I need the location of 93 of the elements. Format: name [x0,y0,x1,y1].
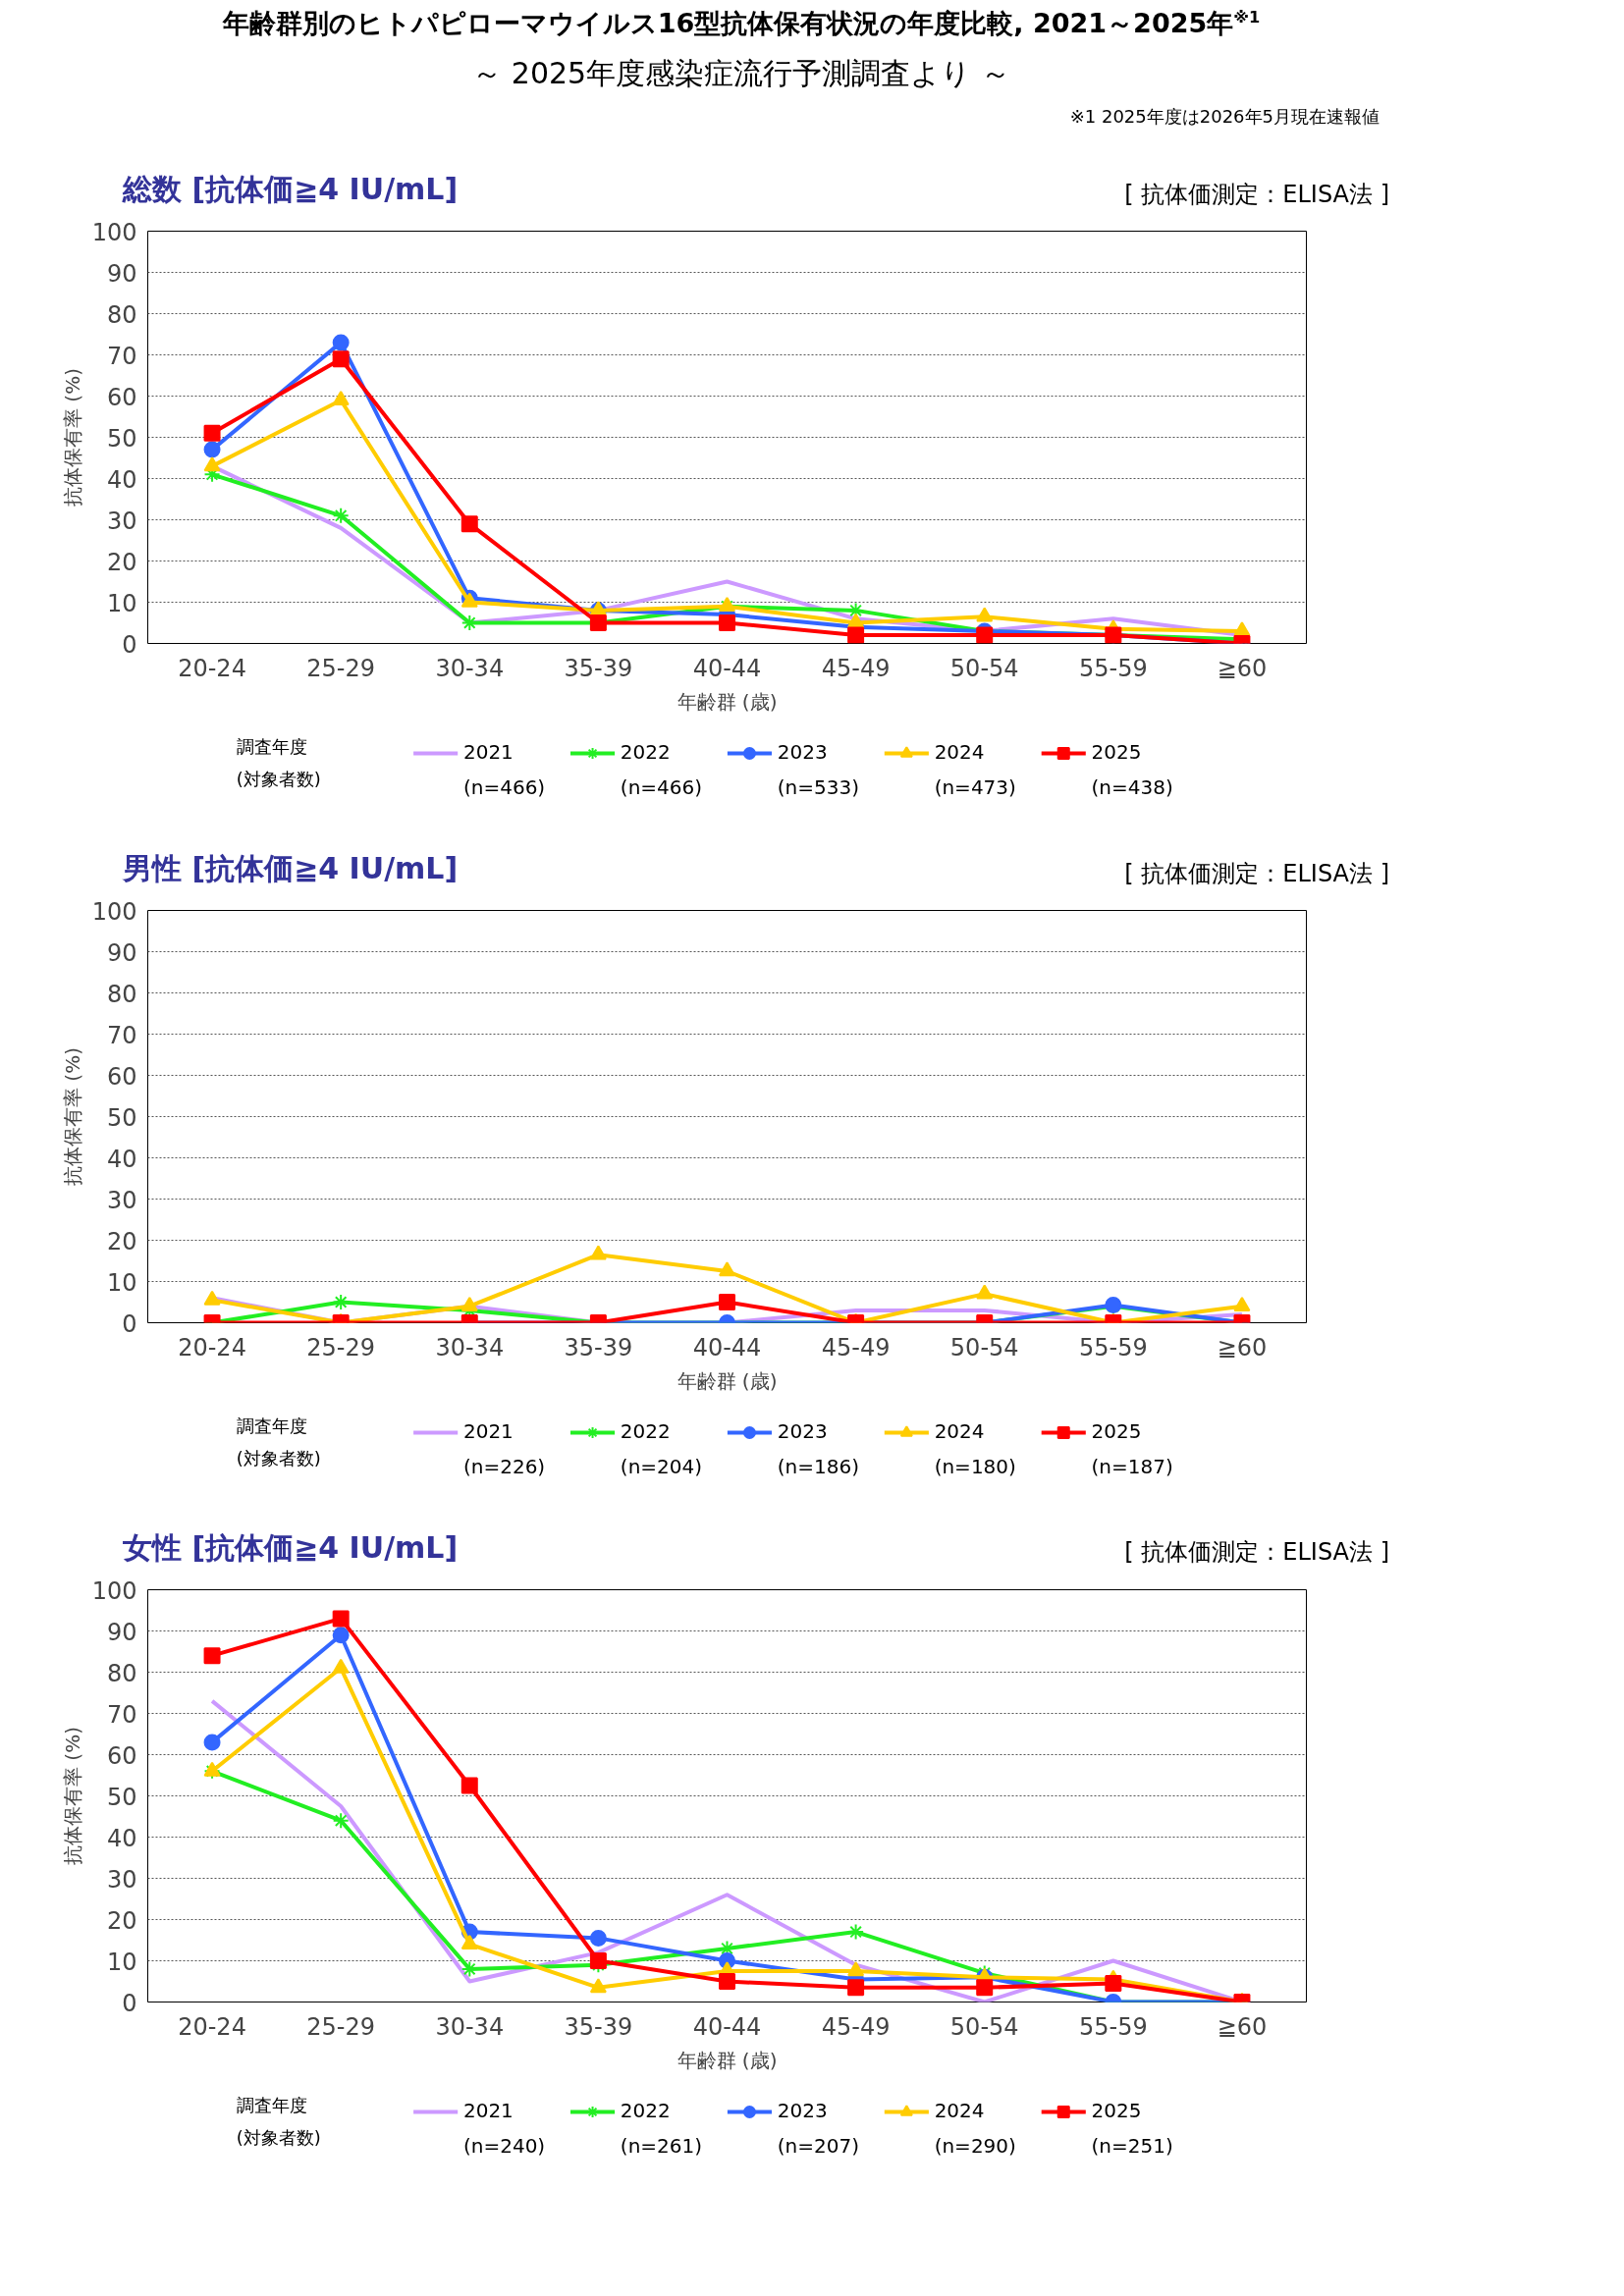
legend-label: 2024 (n=290) [934,2098,1016,2158]
legend-label: 2023 (n=186) [777,1418,859,1478]
y-tick-label: 90 [106,938,137,967]
x-tick-label: 40-44 [692,2012,762,2041]
y-tick-label: 20 [106,548,137,576]
y-tick-label: 10 [106,1948,137,1976]
x-tick-label: 30-34 [435,1333,505,1362]
legend-label: 2022 (n=261) [620,2098,703,2158]
x-tick-label: ≧60 [1217,1333,1268,1362]
y-tick-label: 0 [122,630,137,659]
x-tick-label: 25-29 [306,2012,376,2041]
y-tick-label: 70 [106,1700,137,1729]
x-tick-label: 55-59 [1078,2012,1148,2041]
x-tick-label: 30-34 [435,654,505,682]
legend-label: 2022 (n=466) [620,739,703,799]
x-tick-label: 40-44 [692,654,762,682]
y-tick-label: 60 [106,383,137,411]
y-tick-label: 0 [122,1309,137,1338]
y-tick-label: 90 [106,259,137,288]
text: ～ 2025年度感染症流行予測調査より ～ [472,54,1010,92]
text: ※1 2025年度は2026年5月現在速報値 [1069,105,1380,130]
legend-label: 2024 (n=180) [934,1418,1016,1478]
legend-label: 2022 (n=204) [620,1418,703,1478]
legend-label: 2023 (n=207) [777,2098,859,2158]
y-tick-label: 100 [91,218,137,246]
y-tick-label: 30 [106,507,137,535]
y-tick-label: 30 [106,1865,137,1894]
x-tick-label: 55-59 [1078,654,1148,682]
y-tick-label: 40 [106,1145,137,1173]
y-tick-label: 50 [106,1783,137,1811]
x-tick-label: 20-24 [178,2012,246,2041]
text: [ 抗体価測定：ELISA法 ] [1124,858,1389,889]
x-tick-label: 25-29 [306,1333,376,1362]
y-tick-label: 10 [106,1268,137,1297]
y-tick-label: 100 [91,897,137,926]
y-tick-label: 20 [106,1906,137,1935]
x-axis-title: 年齢群 (歳) [677,2048,778,2072]
legend-label: 2021 (n=240) [462,2098,546,2158]
y-tick-label: 70 [106,1021,137,1049]
y-tick-label: 90 [106,1618,137,1646]
legend-title: 調査年度 (対象者数) [236,1415,321,1468]
legend-label: 2021 (n=226) [462,1418,546,1478]
y-tick-label: 10 [106,589,137,617]
y-tick-label: 40 [106,465,137,494]
text: [ 抗体価測定：ELISA法 ] [1124,179,1389,210]
x-tick-label: 40-44 [692,1333,762,1362]
legend-label: 2025 (n=187) [1091,1418,1173,1478]
x-tick-label: 35-39 [564,2012,633,2041]
text: [ 抗体価測定：ELISA法 ] [1124,1537,1389,1569]
x-axis-title: 年齢群 (歳) [677,1368,778,1393]
y-tick-label: 80 [106,980,137,1008]
x-tick-label: ≧60 [1217,2012,1268,2041]
y-tick-label: 80 [106,300,137,329]
legend-label: 2021 (n=466) [462,739,546,799]
x-tick-label: 45-49 [821,2012,891,2041]
x-tick-label: 50-54 [949,654,1019,682]
legend-label: 2025 (n=438) [1091,739,1173,799]
x-tick-label: 35-39 [564,654,633,682]
y-tick-label: 80 [106,1659,137,1687]
chart-title: 女性 [抗体価≧4 IU/mL] [123,1528,459,1567]
chart-title: 男性 [抗体価≧4 IU/mL] [123,849,459,887]
y-tick-label: 100 [91,1576,137,1605]
y-axis-title: 抗体保有率 (%) [60,367,84,507]
y-axis-title: 抗体保有率 (%) [60,1726,84,1865]
y-tick-label: 50 [106,1103,137,1132]
y-tick-label: 40 [106,1824,137,1852]
legend-label: 2025 (n=251) [1091,2098,1173,2158]
legend-title: 調査年度 (対象者数) [236,2094,321,2148]
x-axis-title: 年齢群 (歳) [677,689,778,714]
y-tick-label: 60 [106,1062,137,1091]
y-tick-label: 60 [106,1741,137,1770]
legend-label: 2024 (n=473) [934,739,1016,799]
x-tick-label: 30-34 [435,2012,505,2041]
x-tick-label: 45-49 [821,1333,891,1362]
x-tick-label: 25-29 [306,654,376,682]
chart-title: 総数 [抗体価≧4 IU/mL] [123,171,459,209]
text: 年齢群別のヒトパピローマウイルス16型抗体保有状況の年度比較, 2021～2025年$^{※1}$ [222,7,1261,40]
x-tick-label: 35-39 [564,1333,633,1362]
x-tick-label: ≧60 [1217,654,1268,682]
y-tick-label: 50 [106,424,137,453]
y-tick-label: 30 [106,1186,137,1214]
y-tick-label: 70 [106,342,137,370]
y-tick-label: 0 [122,1989,137,2017]
legend-title: 調査年度 (対象者数) [236,735,321,790]
x-tick-label: 20-24 [178,1333,246,1362]
x-tick-label: 55-59 [1078,1333,1148,1362]
legend-label: 2023 (n=533) [777,739,859,799]
x-tick-label: 50-54 [949,1333,1019,1362]
x-tick-label: 45-49 [821,654,891,682]
y-tick-label: 20 [106,1227,137,1255]
x-tick-label: 20-24 [178,654,246,682]
y-axis-title: 抗体保有率 (%) [60,1046,84,1186]
x-tick-label: 50-54 [949,2012,1019,2041]
